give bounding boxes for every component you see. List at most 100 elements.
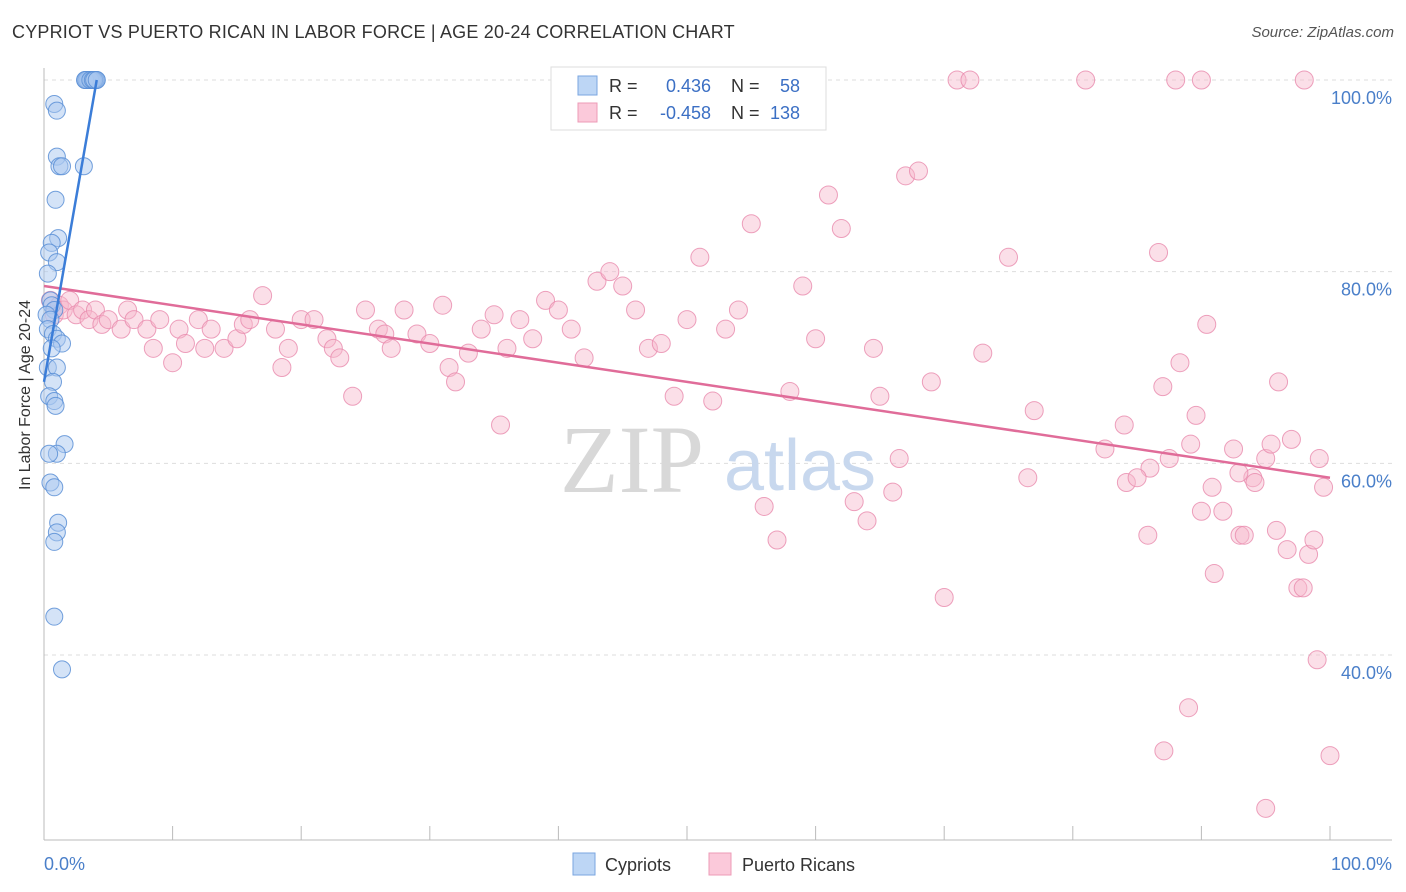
- legend-n-value-cypriots: 58: [780, 76, 800, 96]
- trend-line-cypriots: [42, 79, 98, 383]
- puerto-ricans-point: [1277, 540, 1297, 560]
- puerto-ricans-point: [716, 319, 736, 339]
- puerto-ricans-point: [272, 358, 292, 377]
- puerto-ricans-point: [1127, 468, 1147, 488]
- puerto-ricans-point: [317, 329, 337, 349]
- puerto-ricans-point: [889, 449, 909, 469]
- puerto-ricans-point: [921, 372, 941, 392]
- puerto-ricans-point: [1114, 415, 1134, 435]
- puerto-ricans-point: [1320, 746, 1340, 766]
- watermark-zip: ZIP: [560, 406, 704, 513]
- puerto-ricans-point: [1229, 463, 1249, 483]
- puerto-ricans-point: [381, 338, 401, 358]
- puerto-ricans-point: [323, 338, 343, 358]
- y-axis-label: In Labor Force | Age 20-24: [17, 299, 34, 490]
- y-tick-label-40: 40.0%: [1341, 663, 1392, 683]
- puerto-ricans-point: [1293, 578, 1313, 598]
- puerto-ricans-point: [1307, 650, 1327, 670]
- legend-n-label-puerto-ricans: N =: [731, 103, 760, 123]
- puerto-ricans-point: [484, 305, 504, 325]
- puerto-ricans-point: [188, 310, 208, 330]
- watermark-atlas: atlas: [724, 426, 876, 506]
- puerto-ricans-point: [613, 276, 633, 296]
- cypriots-point: [45, 478, 64, 497]
- puerto-ricans-point: [1154, 741, 1174, 761]
- series-puerto-ricans: [40, 70, 1340, 818]
- puerto-ricans-point: [201, 319, 221, 339]
- puerto-ricans-point: [651, 334, 671, 354]
- puerto-ricans-point: [523, 329, 543, 349]
- cypriots-point: [45, 532, 64, 551]
- puerto-ricans-point: [1186, 405, 1206, 425]
- legend-r-value-cypriots: 0.436: [666, 76, 711, 96]
- puerto-ricans-point: [471, 319, 491, 339]
- series-cypriots: [37, 71, 106, 679]
- puerto-ricans-point: [343, 386, 363, 406]
- puerto-ricans-point: [1230, 525, 1250, 545]
- puerto-ricans-point: [1076, 70, 1096, 90]
- puerto-ricans-point: [1140, 458, 1160, 478]
- legend-n-value-puerto-ricans: 138: [770, 103, 800, 123]
- puerto-ricans-point: [1261, 434, 1281, 454]
- puerto-ricans-point: [304, 310, 324, 330]
- bottom-legend: Cypriots Puerto Ricans: [572, 852, 855, 876]
- puerto-ricans-point: [510, 310, 530, 330]
- cypriots-point: [53, 157, 72, 176]
- cypriots-point: [40, 444, 59, 463]
- puerto-ricans-point: [703, 391, 723, 411]
- puerto-ricans-point: [574, 348, 594, 368]
- puerto-ricans-point: [1294, 70, 1314, 90]
- puerto-ricans-point: [1153, 377, 1173, 397]
- puerto-ricans-point: [1166, 70, 1186, 90]
- puerto-ricans-point: [137, 319, 157, 339]
- puerto-ricans-point: [1269, 372, 1289, 392]
- cypriots-point: [38, 264, 57, 283]
- puerto-ricans-point: [857, 511, 877, 531]
- puerto-ricans-point: [1245, 473, 1265, 492]
- puerto-ricans-point: [754, 496, 774, 516]
- puerto-ricans-point: [118, 300, 138, 320]
- x-tick-label-0: 0.0%: [44, 854, 85, 874]
- cypriots-point: [47, 101, 66, 120]
- puerto-ricans-point: [60, 290, 80, 310]
- puerto-ricans-point: [1024, 401, 1044, 421]
- puerto-ricans-point: [1256, 798, 1276, 818]
- source-label: Source: ZipAtlas.com: [1251, 24, 1394, 41]
- puerto-ricans-point: [85, 300, 105, 320]
- puerto-ricans-point: [1299, 544, 1319, 564]
- cypriots-point: [46, 396, 65, 415]
- puerto-ricans-point: [278, 338, 298, 358]
- legend-r-value-puerto-ricans: -0.458: [660, 103, 711, 123]
- puerto-ricans-point: [439, 358, 459, 377]
- puerto-ricans-point: [163, 353, 183, 373]
- puerto-ricans-point: [195, 338, 215, 358]
- puerto-ricans-point: [175, 334, 195, 354]
- puerto-ricans-point: [111, 319, 131, 339]
- puerto-ricans-point: [818, 185, 838, 205]
- puerto-ricans-point: [240, 310, 260, 330]
- puerto-ricans-point: [407, 324, 427, 344]
- puerto-ricans-point: [227, 329, 247, 349]
- cypriots-point: [45, 607, 64, 626]
- puerto-ricans-point: [253, 286, 273, 306]
- puerto-ricans-point: [690, 247, 710, 267]
- puerto-ricans-point: [677, 310, 697, 330]
- puerto-ricans-point: [491, 415, 511, 435]
- puerto-ricans-point: [265, 319, 285, 339]
- puerto-ricans-point: [1309, 449, 1329, 469]
- puerto-ricans-point: [1234, 525, 1254, 545]
- legend-swatch-cypriots: [577, 75, 598, 96]
- puerto-ricans-point: [960, 70, 980, 90]
- puerto-ricans-point: [548, 300, 568, 320]
- puerto-ricans-point: [908, 161, 928, 181]
- puerto-ricans-point: [1138, 525, 1158, 545]
- legend-box: R = 0.436 N = 58 R = -0.458 N = 138: [550, 66, 827, 131]
- puerto-ricans-point: [973, 343, 993, 363]
- y-tick-label-100: 100.0%: [1331, 88, 1392, 108]
- puerto-ricans-point: [536, 290, 556, 310]
- puerto-ricans-point: [600, 262, 620, 282]
- puerto-ricans-point: [1224, 439, 1244, 459]
- legend-n-label-cypriots: N =: [731, 76, 760, 96]
- puerto-ricans-point: [1170, 353, 1190, 373]
